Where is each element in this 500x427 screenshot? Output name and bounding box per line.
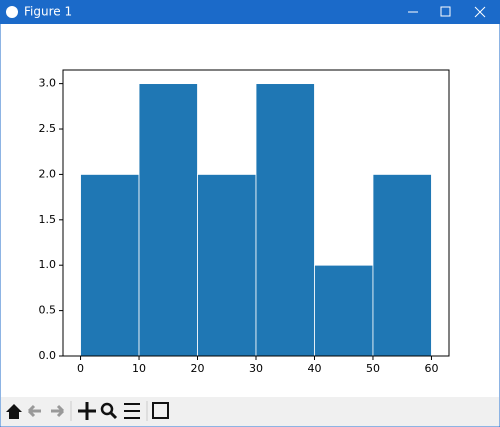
toolbar xyxy=(1,397,499,426)
y-tick-label: 0.0 xyxy=(39,349,57,362)
close-button[interactable] xyxy=(474,6,486,18)
back-button[interactable] xyxy=(27,404,41,418)
bar xyxy=(314,264,374,357)
bar xyxy=(372,174,432,357)
app-icon xyxy=(6,6,18,18)
y-tick-label: 2.0 xyxy=(39,167,57,180)
title-bar xyxy=(0,0,500,24)
bar xyxy=(255,83,315,357)
y-tick-label: 1.0 xyxy=(39,258,57,271)
maximize-button[interactable] xyxy=(440,6,451,17)
bar xyxy=(80,174,140,357)
window-title: Figure 1 xyxy=(24,5,72,19)
y-tick-label: 2.5 xyxy=(39,122,57,135)
x-tick-label: 50 xyxy=(366,362,380,375)
zoom-button[interactable] xyxy=(100,402,118,420)
x-tick-label: 0 xyxy=(77,362,84,375)
forward-button[interactable] xyxy=(51,404,65,418)
x-tick-label: 20 xyxy=(191,362,205,375)
home-button[interactable] xyxy=(6,404,22,419)
configure-button[interactable] xyxy=(124,403,140,419)
y-tick-label: 1.5 xyxy=(39,213,57,226)
save-button[interactable] xyxy=(152,402,169,419)
y-tick-label: 0.5 xyxy=(39,304,57,317)
x-tick-label: 40 xyxy=(307,362,321,375)
bar xyxy=(197,174,257,357)
x-tick-label: 10 xyxy=(132,362,146,375)
y-tick-label: 3.0 xyxy=(39,77,57,90)
pan-button[interactable] xyxy=(78,402,96,420)
x-tick-label: 60 xyxy=(424,362,438,375)
bar xyxy=(138,83,198,357)
x-tick-label: 30 xyxy=(249,362,263,375)
